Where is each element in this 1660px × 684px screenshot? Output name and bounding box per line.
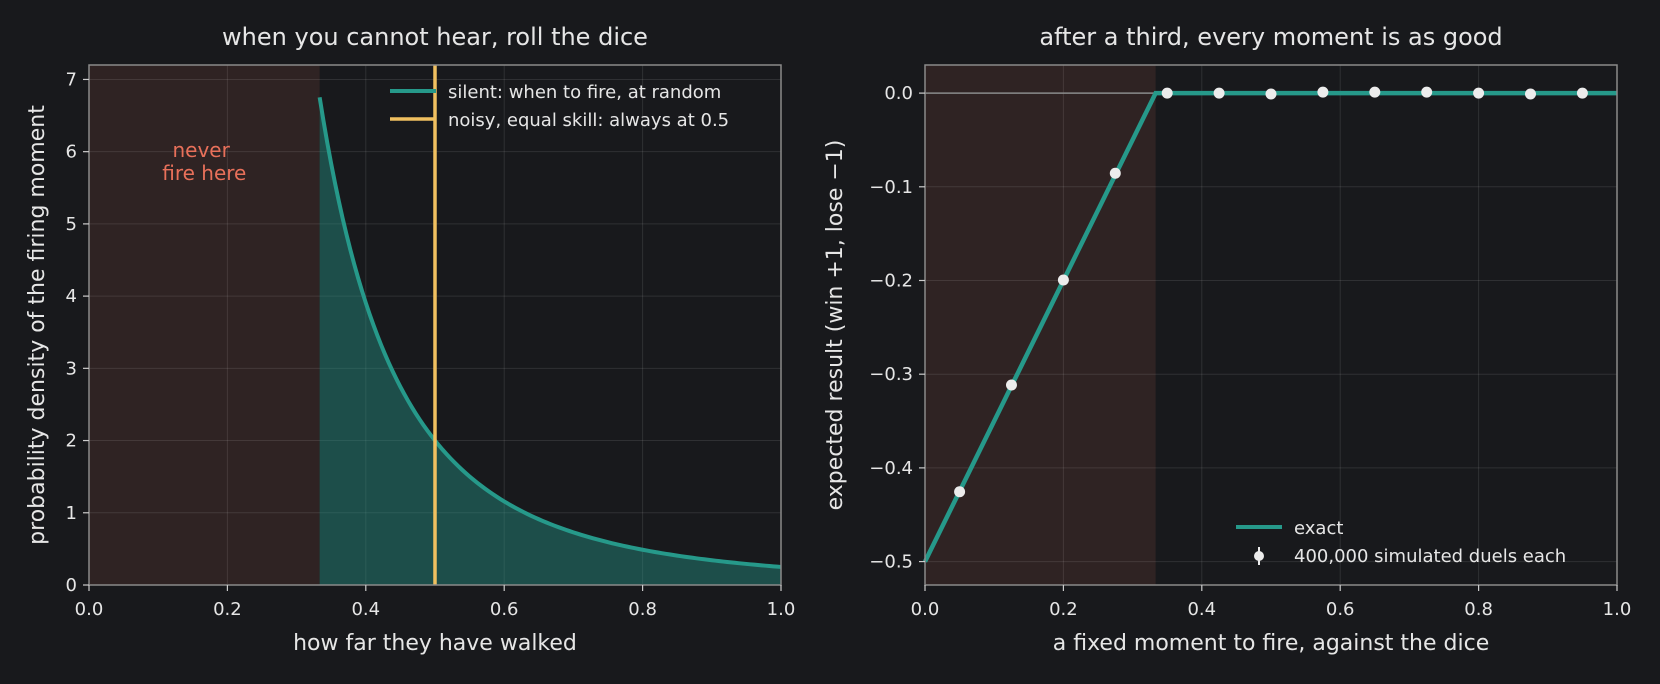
legend-simulated-label: 400,000 simulated duels each bbox=[1294, 546, 1566, 567]
right-y-tick-label: −0.2 bbox=[869, 270, 913, 291]
right-y-tick-label: −0.1 bbox=[869, 177, 913, 198]
simulated-point bbox=[1006, 379, 1017, 391]
left-y-tick-label: 5 bbox=[66, 214, 77, 235]
left-annotation-line-2: fire here bbox=[162, 161, 246, 185]
left-y-tick-label: 1 bbox=[66, 503, 77, 524]
left-y-axis-label: probability density of the firing moment bbox=[25, 105, 50, 545]
right-x-tick-label: 0.6 bbox=[1326, 599, 1355, 620]
right-y-tick-label: −0.4 bbox=[869, 458, 913, 479]
simulated-point bbox=[1421, 86, 1433, 98]
left-legend: silent: when to fire, at random noisy, e… bbox=[390, 82, 729, 131]
simulated-point bbox=[1265, 88, 1277, 100]
simulated-point bbox=[1161, 87, 1173, 99]
left-x-tick-label: 0.2 bbox=[213, 599, 242, 620]
left-y-tick-label: 3 bbox=[66, 358, 77, 379]
left-y-tick-label: 7 bbox=[66, 69, 77, 90]
simulated-point bbox=[1213, 87, 1225, 99]
legend-exact-label: exact bbox=[1294, 518, 1343, 539]
right-x-tick-label: 0.0 bbox=[911, 599, 940, 620]
right-chart: 0.0 0.2 0.4 0.6 0.8 1.0 0.0 −0.1 −0.2 −0.3 −0.4 −0… bbox=[823, 23, 1631, 656]
left-y-ticks: 0 1 2 3 4 5 6 7 bbox=[66, 69, 89, 596]
left-chart: 0.0 0.2 0.4 0.6 0.8 1.0 0 1 2 3 4 5 6 7 never fire h… bbox=[25, 23, 795, 656]
left-annotation-line-1: never bbox=[172, 138, 230, 162]
right-axes-frame bbox=[924, 64, 1618, 586]
left-axes-frame bbox=[88, 64, 782, 586]
left-x-tick-label: 1.0 bbox=[767, 599, 796, 620]
simulated-point bbox=[1473, 87, 1485, 99]
left-y-tick-label: 0 bbox=[66, 575, 77, 596]
left-y-tick-label: 2 bbox=[66, 431, 77, 452]
right-simulated-points bbox=[954, 86, 1588, 498]
left-y-tick-label: 6 bbox=[66, 142, 77, 163]
right-x-axis-label: a fixed moment to fire, against the dice bbox=[1053, 631, 1489, 656]
left-x-ticks: 0.0 0.2 0.4 0.6 0.8 1.0 bbox=[75, 585, 796, 620]
left-shaded-region bbox=[89, 65, 320, 585]
simulated-point bbox=[1576, 87, 1588, 99]
left-annotation: never fire here bbox=[162, 138, 246, 185]
left-density-curve bbox=[317, 97, 782, 569]
right-x-tick-label: 0.8 bbox=[1464, 599, 1493, 620]
left-y-tick-label: 4 bbox=[66, 286, 77, 307]
legend-noisy-label: noisy, equal skill: always at 0.5 bbox=[448, 110, 729, 131]
right-chart-title: after a third, every moment is as good bbox=[1039, 23, 1502, 51]
simulated-point bbox=[954, 486, 966, 498]
simulated-point bbox=[1525, 88, 1536, 100]
simulated-point bbox=[1057, 274, 1069, 286]
right-y-axis-label: expected result (win +1, lose −1) bbox=[823, 140, 848, 511]
right-x-ticks: 0.0 0.2 0.4 0.6 0.8 1.0 bbox=[911, 585, 1632, 620]
simulated-point bbox=[1369, 86, 1381, 98]
legend-silent-label: silent: when to fire, at random bbox=[448, 82, 721, 103]
right-y-tick-label: −0.5 bbox=[869, 552, 913, 573]
right-exact-line bbox=[922, 90, 1617, 563]
right-x-tick-label: 1.0 bbox=[1603, 599, 1632, 620]
legend-simulated-marker bbox=[1254, 551, 1264, 561]
right-legend: exact 400,000 simulated duels each bbox=[1236, 518, 1566, 567]
right-x-tick-label: 0.2 bbox=[1049, 599, 1078, 620]
left-x-tick-label: 0.4 bbox=[351, 599, 380, 620]
left-x-tick-label: 0.8 bbox=[628, 599, 657, 620]
left-x-axis-label: how far they have walked bbox=[293, 631, 577, 656]
right-y-tick-label: 0.0 bbox=[884, 83, 913, 104]
left-x-tick-label: 0.6 bbox=[490, 599, 519, 620]
right-y-ticks: 0.0 −0.1 −0.2 −0.3 −0.4 −0.5 bbox=[869, 83, 925, 573]
left-x-tick-label: 0.0 bbox=[75, 599, 104, 620]
simulated-point bbox=[1317, 86, 1329, 98]
right-y-tick-label: −0.3 bbox=[869, 364, 913, 385]
right-x-tick-label: 0.4 bbox=[1187, 599, 1216, 620]
simulated-point bbox=[1109, 167, 1121, 179]
left-chart-title: when you cannot hear, roll the dice bbox=[222, 23, 648, 51]
